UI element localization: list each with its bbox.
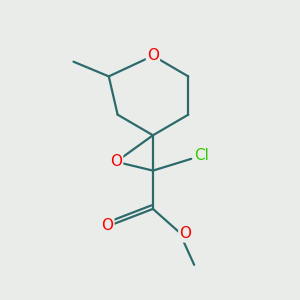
Text: O: O <box>110 154 122 169</box>
Text: O: O <box>101 218 113 232</box>
Text: O: O <box>147 48 159 63</box>
Text: O: O <box>179 226 191 242</box>
Text: Cl: Cl <box>194 148 209 164</box>
